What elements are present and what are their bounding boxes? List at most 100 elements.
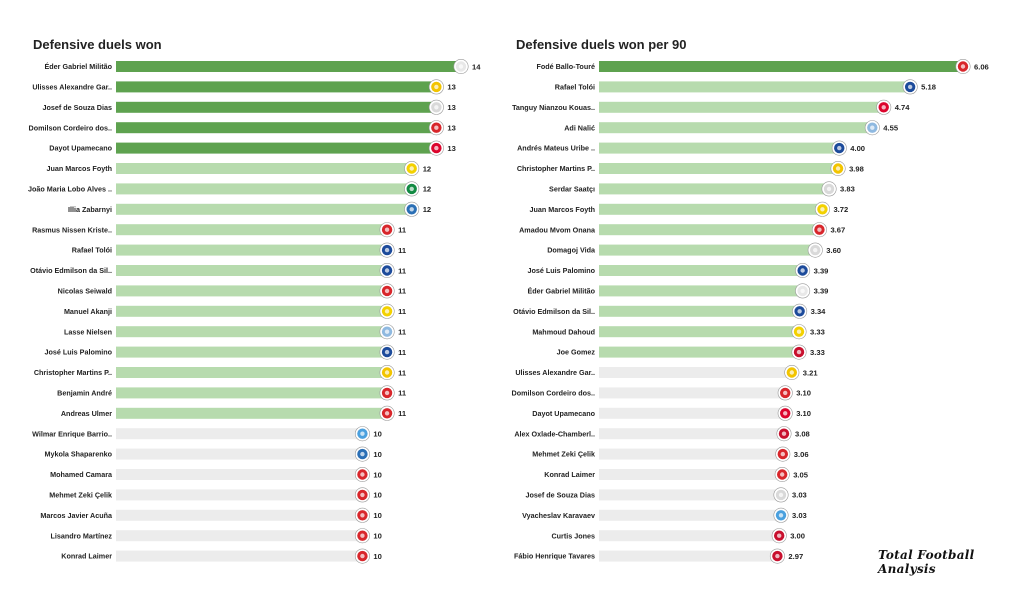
bar	[116, 346, 388, 358]
left-bar-row: Rasmus Nissen Kriste.. 11	[32, 222, 407, 238]
club-crest-icon	[354, 487, 370, 503]
player-name-label: Vyacheslav Karavaev	[522, 511, 595, 520]
bar	[599, 285, 803, 297]
right-bar-row: Dayot Upamecano 3.10	[532, 405, 811, 421]
value-label: 13	[447, 83, 455, 92]
value-label: 3.06	[794, 450, 809, 459]
bar	[599, 244, 816, 256]
value-label: 13	[447, 144, 455, 153]
player-name-label: Curtis Jones	[551, 531, 595, 540]
left-bar-row: Benjamin André 11	[57, 385, 407, 401]
bar	[599, 428, 785, 440]
club-crest-icon	[379, 324, 395, 340]
bar	[599, 509, 781, 521]
value-label: 3.08	[795, 430, 810, 439]
bar	[599, 224, 820, 236]
player-name-label: Josef de Souza Dias	[42, 103, 112, 112]
player-name-label: Christopher Martins P..	[517, 164, 595, 173]
player-name-label: Domagoj Vida	[547, 246, 596, 255]
left-bar-row: Éder Gabriel Militão 14	[45, 58, 481, 74]
bar	[116, 509, 363, 521]
player-name-label: Christopher Martins P..	[34, 368, 112, 377]
right-bar-row: Rafael Tolói 5.18	[555, 79, 936, 95]
player-name-label: Serdar Saatçı	[549, 185, 595, 194]
bar	[116, 101, 437, 113]
value-label: 3.00	[790, 532, 805, 541]
right-bar-row: Josef de Souza Dias 3.03	[525, 487, 807, 503]
bar	[599, 530, 780, 542]
value-label: 2.97	[788, 552, 803, 561]
left-bar-row: Manuel Akanji 11	[64, 303, 407, 319]
right-bar-row: Domilson Cordeiro dos.. 3.10	[512, 385, 811, 401]
value-label: 3.05	[793, 470, 809, 479]
bar	[116, 61, 461, 72]
left-bar-row: João Maria Lobo Alves .. 12	[28, 181, 431, 197]
bar	[116, 407, 388, 419]
value-label: 3.03	[792, 491, 807, 500]
left-bar-row: Nicolas Seiwald 11	[58, 283, 407, 299]
bar	[116, 469, 363, 480]
club-crest-icon	[379, 344, 395, 360]
bar	[599, 101, 884, 113]
left-bar-row: Konrad Laimer 10	[61, 548, 382, 564]
player-name-label: Joe Gomez	[557, 348, 596, 357]
bar	[599, 163, 839, 174]
bar	[599, 265, 803, 276]
value-label: 3.60	[826, 246, 841, 255]
bar	[116, 203, 412, 215]
club-crest-icon	[404, 161, 420, 177]
left-bar-chart: Éder Gabriel Militão 14 Ulisses Alexandre …	[28, 58, 481, 564]
club-crest-icon	[776, 426, 792, 442]
value-label: 3.10	[796, 409, 811, 418]
bar	[116, 367, 388, 378]
player-name-label: Manuel Akanji	[64, 307, 112, 316]
value-label: 3.21	[803, 368, 819, 377]
bar	[116, 244, 388, 256]
value-label: 11	[398, 287, 407, 296]
bar	[116, 265, 388, 276]
value-label: 4.74	[895, 103, 911, 112]
value-label: 3.34	[811, 307, 827, 316]
club-crest-icon	[773, 507, 789, 523]
club-crest-icon	[354, 507, 370, 523]
player-name-label: João Maria Lobo Alves ..	[28, 185, 112, 194]
value-label: 14	[472, 62, 481, 71]
right-bar-row: Fodé Ballo-Touré 6.06	[536, 58, 989, 74]
value-label: 11	[398, 328, 407, 337]
value-label: 12	[423, 185, 431, 194]
player-name-label: Benjamin André	[57, 389, 112, 398]
value-label: 5.18	[921, 83, 936, 92]
right-bar-row: Fábio Henrique Tavares 2.97	[514, 548, 803, 564]
club-crest-icon	[428, 99, 444, 115]
player-name-label: Konrad Laimer	[61, 552, 112, 561]
left-bar-row: José Luis Palomino 11	[45, 344, 407, 360]
club-crest-icon	[354, 548, 370, 564]
player-name-label: Mykola Shaparenko	[44, 450, 112, 459]
value-label: 3.83	[840, 185, 855, 194]
value-label: 3.39	[814, 266, 829, 275]
player-name-label: Wilmar Enrique Barrio..	[32, 429, 112, 438]
club-crest-icon	[777, 405, 793, 421]
player-name-label: Josef de Souza Dias	[525, 491, 595, 500]
club-crest-icon	[876, 99, 892, 115]
club-crest-icon	[792, 303, 808, 319]
bar	[116, 305, 388, 317]
left-bar-row: Juan Marcos Foyth 12	[47, 161, 431, 177]
player-name-label: Domilson Cordeiro dos..	[29, 123, 112, 132]
player-name-label: Éder Gabriel Militão	[528, 287, 596, 296]
player-name-label: Illia Zabarnyi	[68, 205, 112, 214]
player-name-label: Otávio Edmilson da Sil..	[30, 266, 112, 275]
value-label: 12	[423, 205, 431, 214]
value-label: 3.33	[810, 348, 825, 357]
value-label: 11	[398, 409, 407, 418]
player-name-label: José Luis Palomino	[528, 266, 596, 275]
right-bar-row: Andrés Mateus Uribe .. 4.00	[517, 140, 865, 156]
right-chart-title: Defensive duels won per 90	[516, 37, 687, 52]
bar	[599, 550, 778, 562]
bar	[116, 326, 388, 338]
club-crest-icon	[404, 201, 420, 217]
value-label: 10	[373, 511, 381, 520]
value-label: 3.03	[792, 511, 807, 520]
player-name-label: Dayot Upamecano	[532, 409, 595, 418]
